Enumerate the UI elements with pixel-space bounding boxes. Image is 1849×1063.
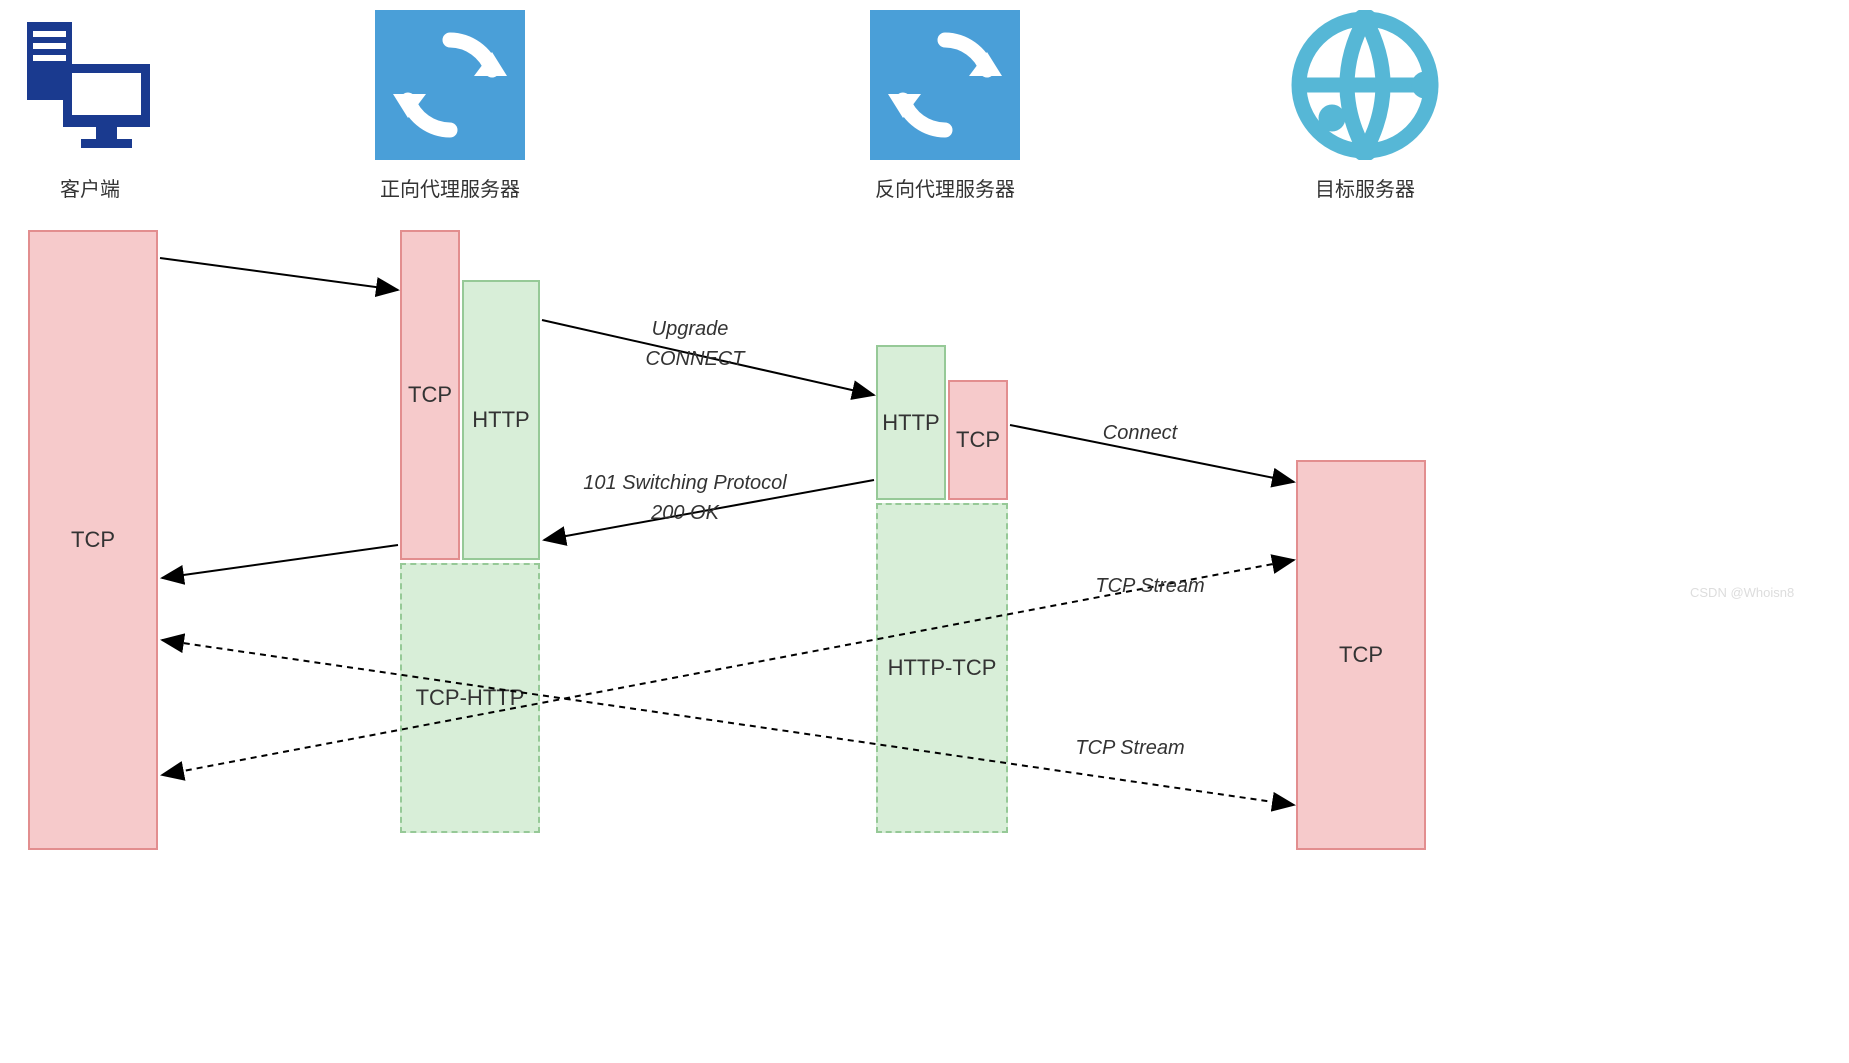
box-target_tcp: TCP — [1296, 460, 1426, 850]
target-server-label: 目标服务器 — [1290, 173, 1440, 202]
arrow-label-a2: Upgrade — [652, 318, 729, 341]
watermark: CSDN @Whoisn8 — [1690, 585, 1794, 600]
reverse-proxy-label: 反向代理服务器 — [870, 173, 1020, 202]
box-fwd_tcp: TCP — [400, 230, 460, 560]
arrow-label-a5: Connect — [1103, 422, 1178, 445]
target-server-icon — [1290, 10, 1440, 160]
forward-proxy-icon-wrap: 正向代理服务器 — [375, 10, 525, 202]
box-fwd_tcp_http: TCP-HTTP — [400, 563, 540, 833]
client-label: 客户端 — [15, 173, 165, 202]
forward-proxy-label: 正向代理服务器 — [375, 173, 525, 202]
box-rev_tcp: TCP — [948, 380, 1008, 500]
forward-proxy-icon — [375, 10, 525, 160]
arrow-a1 — [160, 258, 398, 290]
arrow-label-a3: 101 Switching Protocol — [583, 472, 786, 495]
proxy-flow-diagram: 客户端 正向代理服务器 反向代理服务器 — [0, 0, 1849, 1063]
arrow-label-a7: TCP Stream — [1075, 737, 1184, 760]
client-icon-wrap: 客户端 — [15, 10, 165, 202]
arrow-label-a6: TCP Stream — [1095, 575, 1204, 598]
box-rev_http: HTTP — [876, 345, 946, 500]
arrow-label-a3: 200 OK — [651, 502, 719, 525]
client-icon — [15, 10, 165, 160]
box-fwd_http: HTTP — [462, 280, 540, 560]
box-client_tcp: TCP — [28, 230, 158, 850]
arrow-label-a2: CONNECT — [646, 348, 745, 371]
reverse-proxy-icon-wrap: 反向代理服务器 — [870, 10, 1020, 202]
arrow-a4 — [162, 545, 398, 578]
arrow-a7 — [162, 640, 1294, 805]
reverse-proxy-icon — [870, 10, 1020, 160]
box-rev_http_tcp: HTTP-TCP — [876, 503, 1008, 833]
target-server-icon-wrap: 目标服务器 — [1290, 10, 1440, 202]
